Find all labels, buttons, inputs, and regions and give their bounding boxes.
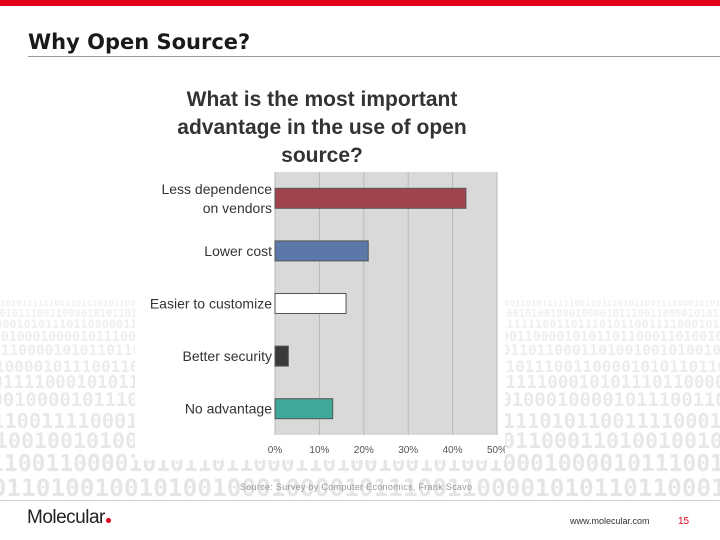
category-label: Less dependence <box>161 181 272 197</box>
slide-title: Why Open Source? <box>28 30 251 54</box>
category-label: No advantage <box>185 401 272 417</box>
company-logo: Molecular <box>27 507 111 529</box>
chart-title-line: source? <box>281 144 363 167</box>
x-tick-label: 40% <box>443 445 463 456</box>
bar <box>274 398 334 420</box>
category-label: Easier to customize <box>150 296 272 312</box>
top-accent-bar <box>0 0 720 6</box>
category-label: Better security <box>183 348 272 364</box>
source-note: Source: Survey by Computer Economics, Fr… <box>240 482 473 492</box>
logo-text: Molecular <box>27 507 105 528</box>
chart-panel: What is the most important advantage in t… <box>135 80 505 460</box>
bar <box>274 345 289 367</box>
title-divider <box>28 56 720 57</box>
x-tick-label: 30% <box>398 445 418 456</box>
binary-texture-row: 0011010010010100100010000101110011000010… <box>0 473 720 500</box>
category-label: on vendors <box>203 200 272 216</box>
chart-title-line: advantage in the use of open <box>177 116 466 139</box>
footer-divider <box>0 500 720 501</box>
category-label: Lower cost <box>204 243 272 259</box>
bar <box>274 293 347 314</box>
website-link[interactable]: www.molecular.com <box>570 516 650 526</box>
page-number: 15 <box>678 516 690 527</box>
bar-chart: What is the most important advantage in t… <box>150 88 505 456</box>
x-tick-label: 10% <box>309 445 329 456</box>
x-tick-label: 50% <box>487 445 505 456</box>
logo-dot-icon <box>105 518 111 523</box>
x-tick-label: 0% <box>268 445 283 456</box>
x-tick-label: 20% <box>354 445 374 456</box>
chart-title-line: What is the most important <box>187 88 458 111</box>
bar <box>274 240 369 262</box>
bar <box>274 187 467 209</box>
